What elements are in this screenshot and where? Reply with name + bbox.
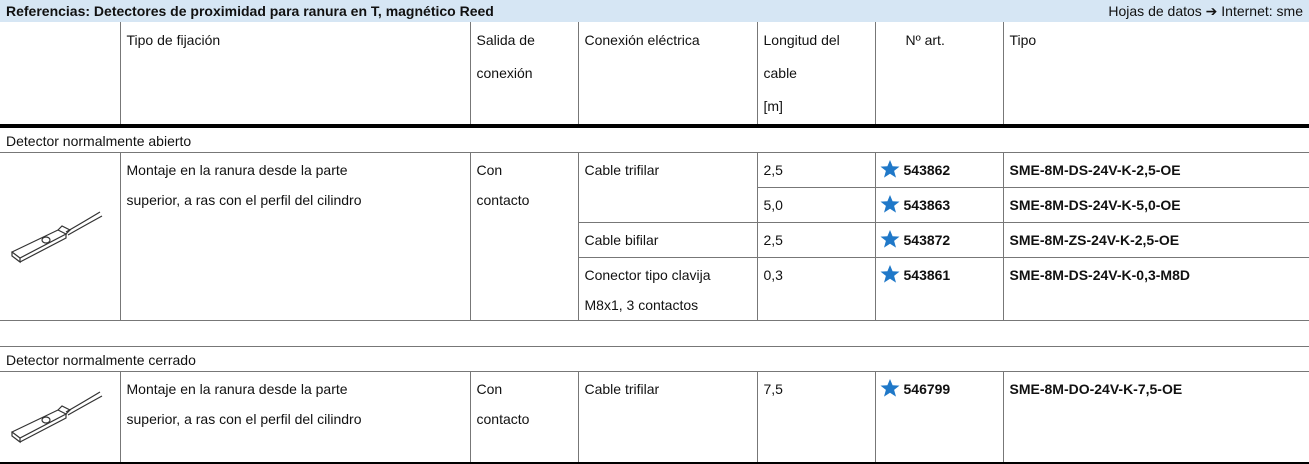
output-text: Con	[476, 162, 503, 178]
output-text: contacto	[476, 411, 530, 427]
column-header: Conexión eléctrica	[584, 32, 700, 48]
title: Referencias: Detectores de proximidad pa…	[6, 3, 494, 19]
data-row: Cable bifilar 2,5 543872 SME-8M-ZS-24V-K-2,…	[0, 222, 1309, 258]
cable-length: 2,5	[763, 162, 783, 178]
column-header: Nº art.	[905, 32, 945, 48]
cable-length: 2,5	[763, 232, 783, 248]
article-cell: 543863	[874, 187, 1004, 223]
mounting-text: Montaje en la ranura desde la parte	[126, 381, 348, 397]
column-header: conexión	[476, 65, 533, 81]
output-cell: Con contacto	[469, 371, 579, 464]
column-header: Longitud del	[763, 32, 840, 48]
section-title: Detector normalmente abierto	[6, 133, 192, 149]
connection-text: Cable trifilar	[584, 381, 660, 397]
length-cell: 0,3	[756, 257, 876, 321]
article-number: 543862	[903, 162, 951, 178]
article-cell: 543872	[874, 222, 1004, 258]
section-title: Detector normalmente cerrado	[6, 352, 196, 368]
type-cell: SME-8M-DS-24V-K-0,3-M8D	[1002, 257, 1309, 321]
type-code: SME-8M-DS-24V-K-2,5-OE	[1009, 162, 1181, 178]
article-cell: 546799	[874, 371, 1004, 464]
type-code: SME-8M-ZS-24V-K-2,5-OE	[1009, 232, 1180, 248]
image-cell	[0, 152, 121, 321]
data-row: 5,0 543863 SME-8M-DS-24V-K-5,0-OE	[0, 187, 1309, 223]
length-cell: 2,5	[756, 152, 876, 188]
mounting-text: superior, a ras con el perfil del cilind…	[126, 411, 362, 427]
reference-table: Tipo de fijación Salida de conexión Conexió…	[0, 22, 1309, 464]
mounting-text: superior, a ras con el perfil del cilind…	[126, 192, 362, 208]
length-cell: 5,0	[757, 187, 876, 223]
type-cell: SME-8M-ZS-24V-K-2,5-OE	[1002, 222, 1309, 258]
connection-text: Cable bifilar	[584, 232, 659, 248]
data-row: Montaje en la ranura desde la parte super…	[0, 371, 1309, 464]
article-cell: 543862	[874, 152, 1004, 188]
article-number: 543872	[903, 232, 951, 248]
output-text: contacto	[476, 192, 530, 208]
type-cell: SME-8M-DO-24V-K-7,5-OE	[1002, 371, 1309, 464]
mounting-cell: Montaje en la ranura desde la parte super…	[119, 371, 471, 464]
header-cell: Nº art.	[874, 22, 1004, 128]
article-number: 543861	[903, 267, 951, 283]
type-cell: SME-8M-DS-24V-K-2,5-OE	[1002, 152, 1309, 188]
mounting-cell: Montaje en la ranura desde la parte super…	[119, 152, 471, 321]
article-number: 543863	[903, 197, 951, 213]
section-title-cell: Detector normalmente abierto	[0, 125, 1309, 153]
star-icon	[880, 230, 899, 248]
image-cell	[0, 371, 121, 464]
header-cell: Tipo de fijación	[119, 22, 471, 128]
star-icon	[880, 265, 899, 283]
cable-length: 5,0	[763, 197, 783, 213]
header-cell: Salida de conexión	[469, 22, 579, 128]
section-row: Detector normalmente abierto	[0, 125, 1309, 153]
column-header: cable	[763, 65, 797, 81]
data-row: Conector tipo clavija M8x1, 3 contactos 0,…	[0, 257, 1309, 321]
length-cell: 7,5	[756, 371, 876, 464]
header-cell: Tipo	[1002, 22, 1309, 128]
header-cell: Longitud del cable [m]	[756, 22, 876, 128]
output-cell: Con contacto	[469, 152, 579, 321]
data-row: Montaje en la ranura desde la parte super…	[0, 152, 1309, 321]
star-icon	[880, 160, 899, 178]
type-code: SME-8M-DS-24V-K-5,0-OE	[1009, 197, 1181, 213]
connection-cell: Conector tipo clavija M8x1, 3 contactos	[578, 257, 758, 321]
header-cell	[0, 22, 121, 128]
column-header-row: Tipo de fijación Salida de conexión Conexió…	[0, 22, 1309, 128]
sensor-image	[10, 391, 103, 444]
type-code: SME-8M-DS-24V-K-0,3-M8D	[1009, 267, 1190, 283]
connection-text: Cable trifilar	[584, 162, 660, 178]
header-cell: Conexión eléctrica	[577, 22, 758, 128]
connection-text: Conector tipo clavija	[584, 267, 711, 283]
type-code: SME-8M-DO-24V-K-7,5-OE	[1009, 381, 1183, 397]
connection-cell: Cable trifilar	[577, 152, 758, 223]
cable-length: 7,5	[763, 381, 783, 397]
column-header: Salida de	[476, 32, 535, 48]
length-cell: 2,5	[756, 222, 876, 258]
article-number: 546799	[903, 381, 951, 397]
spacer	[0, 320, 1309, 347]
section-title-cell: Detector normalmente cerrado	[0, 346, 1309, 372]
output-text: Con	[476, 381, 503, 397]
connection-cell: Cable bifilar	[578, 222, 758, 258]
type-cell: SME-8M-DS-24V-K-5,0-OE	[1002, 187, 1309, 223]
column-header: Tipo	[1009, 32, 1037, 48]
column-header: Tipo de fijación	[126, 32, 221, 48]
spacer-row	[0, 320, 1309, 347]
sensor-image	[10, 210, 103, 263]
datasheet-link: Hojas de datos ➔ Internet: sme	[1108, 2, 1303, 19]
star-icon	[880, 195, 899, 213]
column-header: [m]	[763, 98, 783, 114]
star-icon	[880, 379, 899, 397]
section-row: Detector normalmente cerrado	[0, 346, 1309, 372]
header-bar: Referencias: Detectores de proximidad pa…	[0, 0, 1309, 22]
cable-length: 0,3	[763, 267, 783, 283]
mounting-text: Montaje en la ranura desde la parte	[126, 162, 348, 178]
connection-cell: Cable trifilar	[577, 371, 758, 464]
article-cell: 543861	[874, 257, 1004, 321]
connection-text: M8x1, 3 contactos	[584, 297, 699, 313]
